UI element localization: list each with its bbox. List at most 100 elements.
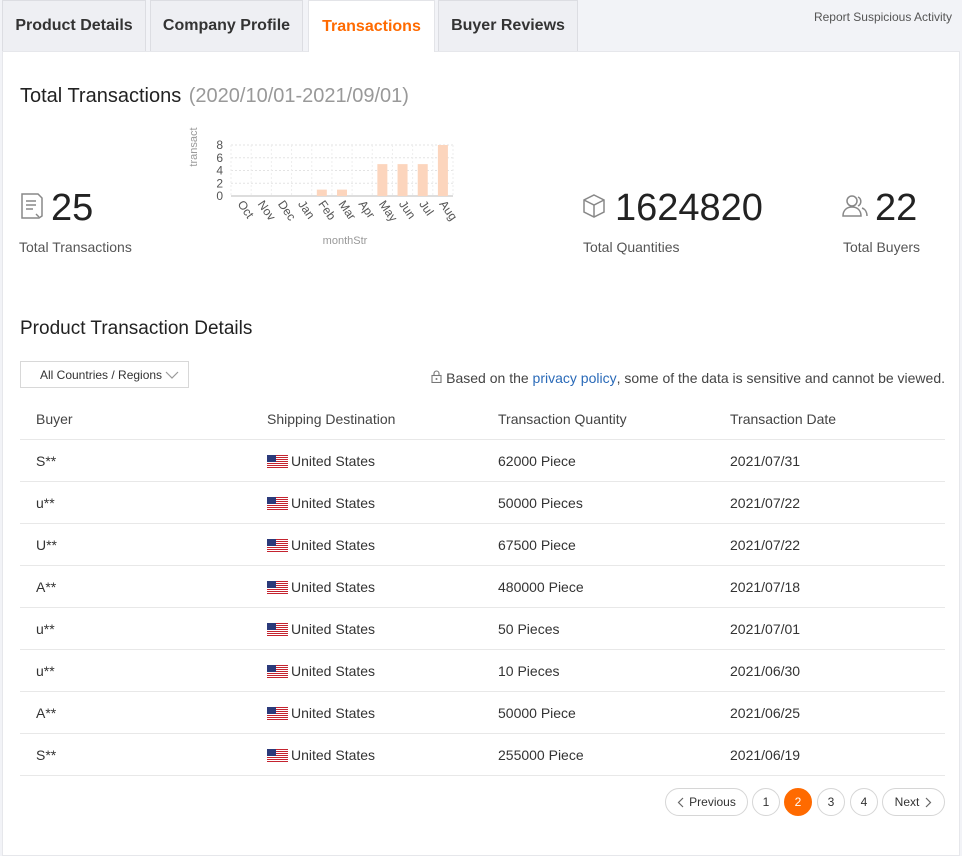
chart-y-tick-label: 8 [216,138,223,152]
chevron-left-icon [677,797,684,808]
column-header-quantity: Transaction Quantity [498,411,627,427]
destination-text: United States [291,453,376,469]
total-quantities-label: Total Quantities [583,239,680,255]
destination-text: United States [291,705,376,721]
destination-cell: United States [267,537,375,553]
country-region-filter-value: All Countries / Regions [40,367,163,382]
chart-bar [397,164,408,196]
quantity-cell: 50 Pieces [498,621,560,637]
us-flag-icon [267,748,288,762]
date-cell: 2021/07/22 [730,537,801,553]
destination-cell: United States [267,621,375,637]
box-icon [581,193,607,224]
buyer-cell: u** [36,621,55,637]
chart-y-axis-label: transact [188,127,200,166]
chart-x-tick-label: Apr [356,198,378,221]
chart-y-tick-label: 0 [216,189,223,203]
page-button-4[interactable]: 4 [850,788,878,816]
date-cell: 2021/07/31 [730,453,801,469]
total-buyers-value: 22 [875,187,918,229]
destination-text: United States [291,579,376,595]
destination-text: United States [291,621,376,637]
users-icon [841,193,869,224]
date-cell: 2021/06/30 [730,663,801,679]
column-header-destination: Shipping Destination [267,411,396,427]
tab-company-profile[interactable]: Company Profile [150,0,303,51]
table-row: u** United States 50000 Pieces 2021/07/22 [20,482,945,524]
us-flag-icon [267,622,288,636]
us-flag-icon [267,580,288,594]
chart-x-axis-label: monthStr [323,235,368,247]
tab-product-details[interactable]: Product Details [2,0,146,51]
tab-transactions[interactable]: Transactions [308,0,435,52]
destination-cell: United States [267,663,375,679]
previous-page-button[interactable]: Previous [665,788,748,816]
table-row: A** United States 50000 Piece 2021/06/25 [20,692,945,734]
quantity-cell: 50000 Piece [498,705,576,721]
chart-bar [337,189,347,196]
tab-bar: Product Details Company Profile Transact… [0,0,962,52]
destination-text: United States [291,537,376,553]
next-page-label: Next [894,795,920,809]
column-header-buyer: Buyer [36,411,73,427]
lock-icon [431,370,442,386]
chart-bar [437,145,448,196]
page-button-1[interactable]: 1 [752,788,780,816]
total-buyers-label: Total Buyers [843,239,921,255]
buyer-cell: S** [36,747,57,763]
date-range: (2020/10/01-2021/09/01) [188,85,409,107]
chevron-down-icon [165,369,179,383]
table-body: S** United States 62000 Piece 2021/07/31 u**… [20,440,945,776]
destination-cell: United States [267,747,375,763]
buyer-cell: u** [36,663,55,679]
quantity-cell: 255000 Piece [498,747,584,763]
column-header-date: Transaction Date [730,411,837,427]
date-cell: 2021/07/22 [730,495,801,511]
chart-y-tick-label: 2 [216,176,223,190]
chevron-right-icon [925,797,932,808]
table-row: A** United States 480000 Piece 2021/07/18 [20,566,945,608]
table-row: S** United States 255000 Piece 2021/06/19 [20,734,945,776]
product-transaction-details-title: Product Transaction Details [20,318,253,339]
date-cell: 2021/07/01 [730,621,801,637]
total-quantities-value: 1624820 [615,187,763,229]
table-row: U** United States 67500 Piece 2021/07/22 [20,524,945,566]
quantity-cell: 67500 Piece [498,537,576,553]
us-flag-icon [267,664,288,678]
privacy-policy-link[interactable]: privacy policy [532,370,617,386]
chart-x-tick-label: Jul [416,198,436,219]
quantity-cell: 10 Pieces [498,663,560,679]
quantity-cell: 480000 Piece [498,579,584,595]
next-page-button[interactable]: Next [882,788,945,816]
chart-x-tick-label: Dec [275,198,299,224]
report-suspicious-activity-link[interactable]: Report Suspicious Activity [813,10,952,24]
chart-bar [316,189,327,196]
transactions-table: Buyer Shipping Destination Transaction Q… [20,398,945,776]
tab-buyer-reviews[interactable]: Buyer Reviews [438,0,578,51]
date-cell: 2021/07/18 [730,579,801,595]
destination-cell: United States [267,705,375,721]
buyer-cell: U** [36,537,58,553]
chart-bar [417,164,428,196]
buyer-cell: S** [36,453,57,469]
privacy-notice: Based on the privacy policy , some of th… [431,370,945,386]
table-header: Buyer Shipping Destination Transaction Q… [20,398,945,440]
transactions-panel: Total Transactions (2020/10/01-2021/09/0… [2,51,960,856]
page-button-3[interactable]: 3 [817,788,845,816]
destination-cell: United States [267,453,375,469]
destination-text: United States [291,495,376,511]
chart-x-tick-label: Aug [436,198,460,224]
buyer-cell: u** [36,495,55,511]
chart-x-tick-label: Mar [336,198,359,223]
total-transactions-label: Total Transactions [19,239,132,255]
destination-cell: United States [267,579,375,595]
total-transactions-heading: Total Transactions (2020/10/01-2021/09/0… [20,85,409,108]
us-flag-icon [267,706,288,720]
destination-text: United States [291,663,376,679]
pagination: Previous 1 2 3 4 Next [3,788,961,816]
chart-x-tick-label: Jan [295,198,318,222]
us-flag-icon [267,538,288,552]
country-region-filter[interactable]: All Countries / Regions [20,361,189,388]
page-button-2[interactable]: 2 [784,788,812,816]
